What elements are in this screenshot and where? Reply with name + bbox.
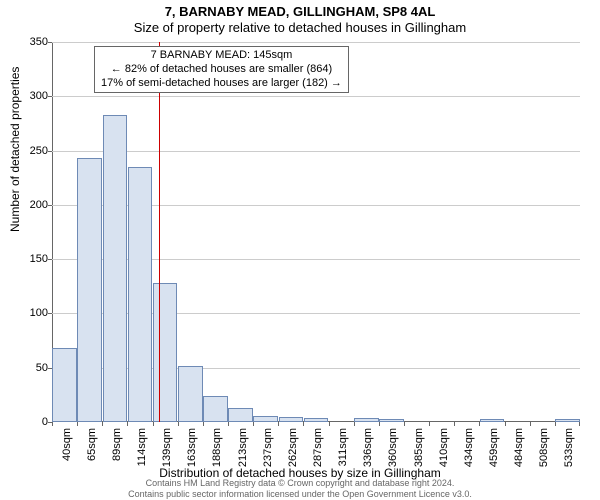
x-tick-mark: [429, 422, 430, 426]
x-tick-mark: [530, 422, 531, 426]
y-tick-label: 50: [18, 362, 48, 374]
bar: [77, 158, 102, 422]
x-tick-mark: [579, 422, 580, 426]
x-tick-mark: [77, 422, 78, 426]
x-tick-label: 336sqm: [362, 428, 374, 467]
bar: [228, 408, 253, 422]
x-tick-mark: [253, 422, 254, 426]
chart-area: 05010015020025030035040sqm65sqm89sqm114s…: [52, 42, 580, 422]
x-tick-mark: [454, 422, 455, 426]
x-tick-label: 484sqm: [513, 428, 525, 467]
y-tick-label: 0: [18, 416, 48, 428]
bar: [379, 419, 404, 422]
x-tick-label: 262sqm: [287, 428, 299, 467]
x-tick-mark: [127, 422, 128, 426]
marker-line: [159, 42, 160, 422]
x-tick-mark: [203, 422, 204, 426]
x-tick-label: 385sqm: [413, 428, 425, 467]
x-tick-label: 287sqm: [312, 428, 324, 467]
x-tick-label: 213sqm: [237, 428, 249, 467]
y-tick-mark: [48, 151, 52, 152]
x-tick-label: 114sqm: [136, 428, 148, 466]
page-subtitle: Size of property relative to detached ho…: [0, 20, 600, 35]
x-tick-label: 139sqm: [161, 428, 173, 467]
x-tick-label: 237sqm: [262, 428, 274, 467]
y-tick-mark: [48, 96, 52, 97]
x-tick-label: 410sqm: [438, 428, 450, 467]
bar: [103, 115, 128, 422]
x-tick-mark: [228, 422, 229, 426]
bar: [555, 419, 580, 422]
bar: [253, 416, 278, 423]
x-tick-label: 533sqm: [563, 428, 575, 467]
info-box: 7 BARNABY MEAD: 145sqm← 82% of detached …: [94, 46, 349, 93]
x-tick-label: 508sqm: [538, 428, 550, 467]
x-tick-mark: [303, 422, 304, 426]
x-tick-label: 65sqm: [86, 428, 98, 461]
x-tick-mark: [153, 422, 154, 426]
page-address: 7, BARNABY MEAD, GILLINGHAM, SP8 4AL: [0, 4, 600, 19]
x-tick-mark: [479, 422, 480, 426]
y-tick-label: 100: [18, 307, 48, 319]
bar: [354, 418, 379, 422]
y-tick-mark: [48, 259, 52, 260]
plot-area: 05010015020025030035040sqm65sqm89sqm114s…: [52, 42, 580, 422]
gridline: [52, 96, 580, 97]
info-box-line: ← 82% of detached houses are smaller (86…: [101, 63, 342, 77]
info-box-line: 7 BARNABY MEAD: 145sqm: [101, 49, 342, 63]
x-tick-mark: [52, 422, 53, 426]
x-tick-mark: [404, 422, 405, 426]
x-tick-label: 311sqm: [337, 428, 349, 466]
bar: [203, 396, 228, 422]
x-tick-mark: [329, 422, 330, 426]
bar: [52, 348, 77, 422]
y-tick-label: 300: [18, 90, 48, 102]
x-tick-mark: [102, 422, 103, 426]
y-tick-mark: [48, 42, 52, 43]
x-tick-mark: [178, 422, 179, 426]
bar: [304, 418, 329, 422]
gridline: [52, 151, 580, 152]
x-tick-mark: [354, 422, 355, 426]
y-tick-label: 350: [18, 36, 48, 48]
x-tick-mark: [379, 422, 380, 426]
bar: [153, 283, 178, 422]
footer-line-2: Contains public sector information licen…: [0, 489, 600, 499]
gridline: [52, 42, 580, 43]
x-tick-label: 163sqm: [186, 428, 198, 467]
bar: [279, 417, 304, 422]
x-tick-mark: [505, 422, 506, 426]
bar: [128, 167, 153, 422]
y-tick-label: 200: [18, 199, 48, 211]
bar: [480, 419, 505, 422]
x-tick-label: 459sqm: [488, 428, 500, 467]
y-tick-label: 150: [18, 253, 48, 265]
x-tick-label: 360sqm: [387, 428, 399, 467]
y-tick-mark: [48, 313, 52, 314]
x-tick-label: 434sqm: [463, 428, 475, 467]
x-tick-label: 89sqm: [111, 428, 123, 461]
x-tick-mark: [278, 422, 279, 426]
info-box-line: 17% of semi-detached houses are larger (…: [101, 77, 342, 91]
footer-line-1: Contains HM Land Registry data © Crown c…: [0, 478, 600, 488]
x-tick-label: 40sqm: [61, 428, 73, 461]
x-tick-label: 188sqm: [211, 428, 223, 467]
y-tick-label: 250: [18, 145, 48, 157]
y-tick-mark: [48, 205, 52, 206]
footer: Contains HM Land Registry data © Crown c…: [0, 478, 600, 499]
bar: [178, 366, 203, 422]
x-tick-mark: [555, 422, 556, 426]
